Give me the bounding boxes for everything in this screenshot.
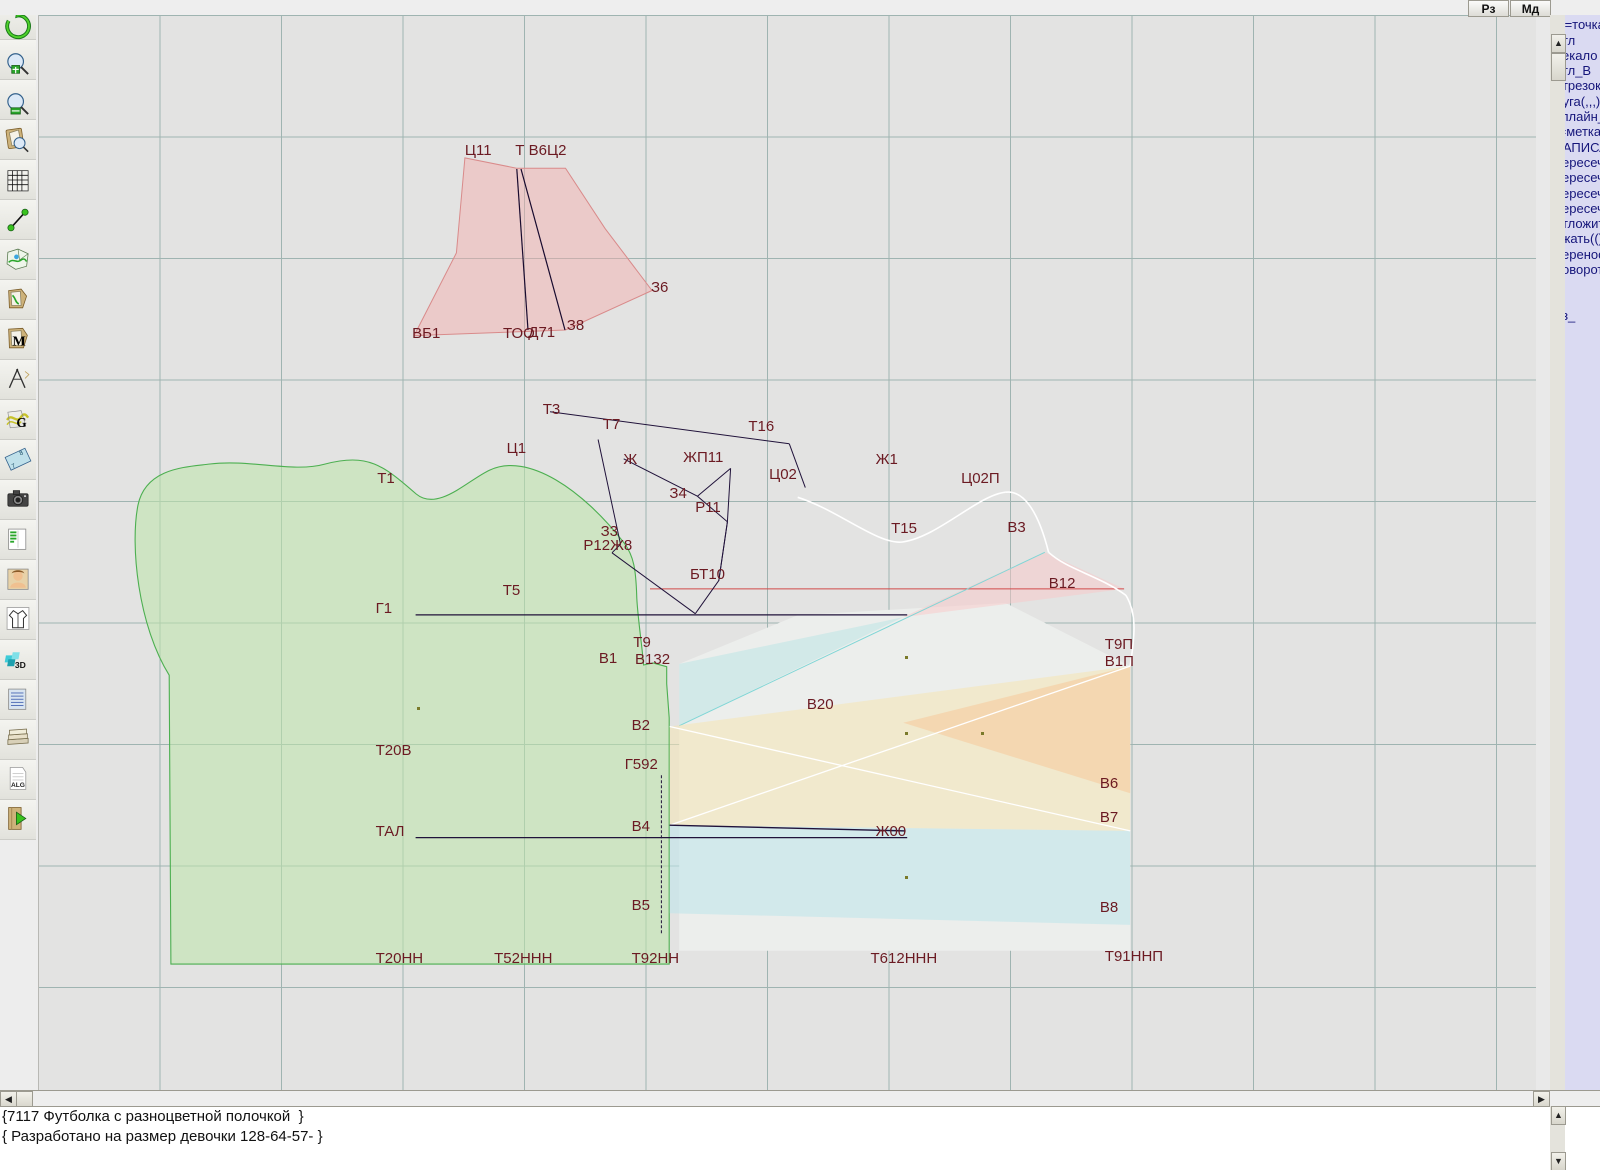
svg-text:БТ10: БТ10: [690, 566, 725, 583]
svg-text:Т20НН: Т20НН: [376, 950, 424, 967]
svg-text:Т16: Т16: [748, 418, 774, 435]
svg-text:Т52ННН: Т52ННН: [494, 950, 552, 967]
svg-text:Т9: Т9: [633, 634, 651, 651]
svg-text:Ц02: Ц02: [769, 466, 797, 483]
svg-text:Т15: Т15: [891, 520, 917, 537]
svg-text:З8: З8: [567, 317, 584, 334]
svg-text:Т3: Т3: [543, 401, 561, 418]
svg-text:M: M: [13, 333, 26, 349]
svg-text:В6: В6: [1100, 775, 1118, 792]
svg-text:В4: В4: [632, 818, 650, 835]
svg-text:ВБ1: ВБ1: [412, 325, 440, 342]
svg-text:Д71: Д71: [528, 324, 555, 341]
svg-text:ALG: ALG: [11, 782, 25, 789]
svg-text:В2: В2: [632, 717, 650, 734]
svg-text:Т В6Ц2: Т В6Ц2: [515, 142, 566, 159]
svg-text:ТАЛ: ТАЛ: [376, 823, 405, 840]
svg-text:Ж00: Ж00: [876, 823, 907, 840]
svg-text:Т92НН: Т92НН: [632, 950, 680, 967]
svg-text:Р12Ж8: Р12Ж8: [583, 537, 632, 554]
svg-text:Т20В: Т20В: [376, 742, 412, 759]
svg-text:Т9П: Т9П: [1105, 636, 1133, 653]
svg-text:Ц02П: Ц02П: [961, 470, 1000, 487]
svg-text:В8: В8: [1100, 899, 1118, 916]
svg-text:В7: В7: [1100, 809, 1118, 826]
svg-text:Ж: Ж: [623, 451, 637, 468]
svg-text:З6: З6: [651, 279, 668, 296]
svg-text:Ц11: Ц11: [465, 142, 492, 159]
svg-text:В5: В5: [632, 897, 650, 914]
svg-text:Г1: Г1: [376, 600, 392, 617]
svg-text:В132: В132: [635, 651, 670, 668]
svg-text:В1: В1: [599, 650, 617, 667]
svg-text:Т7: Т7: [603, 416, 621, 433]
svg-text:Р11: Р11: [695, 499, 721, 516]
svg-text:В20: В20: [807, 696, 834, 713]
svg-text:В12: В12: [1049, 575, 1076, 592]
svg-text:Т1: Т1: [377, 470, 395, 487]
svg-text:З4: З4: [669, 485, 686, 502]
svg-text:3D: 3D: [15, 660, 26, 670]
svg-text:ЖП11: ЖП11: [683, 449, 723, 466]
svg-text:В3: В3: [1007, 519, 1025, 536]
svg-text:Ж1: Ж1: [876, 451, 898, 468]
svg-text:Т5: Т5: [503, 582, 521, 599]
svg-text:Т612ННН: Т612ННН: [871, 950, 938, 967]
svg-text:G: G: [16, 415, 26, 430]
svg-text:Т91ННП: Т91ННП: [1105, 948, 1163, 965]
svg-text:Г592: Г592: [625, 756, 658, 773]
svg-text:В1П: В1П: [1105, 653, 1134, 670]
svg-text:Ц1: Ц1: [507, 440, 526, 457]
